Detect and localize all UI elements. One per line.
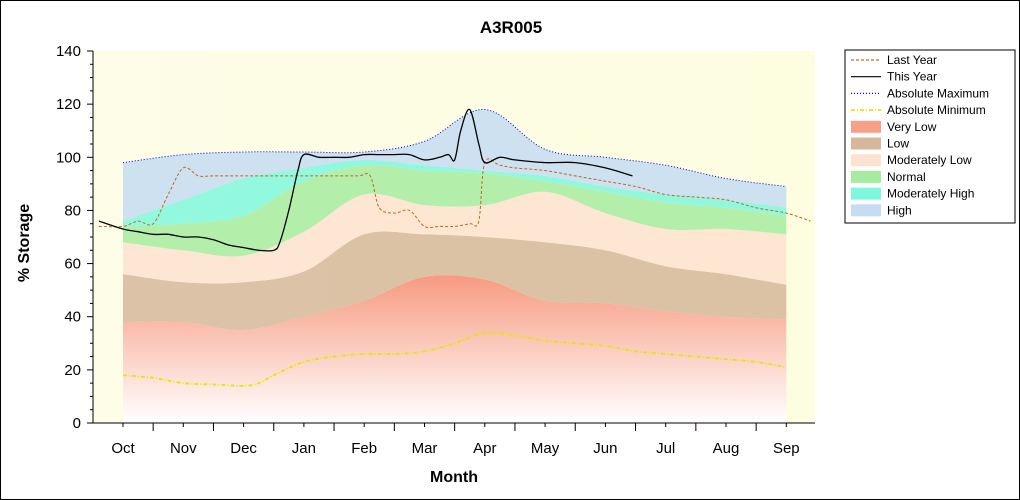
legend-entry-label: Normal [887, 170, 926, 184]
legend-color-swatch [851, 187, 881, 200]
y-tick-label: 120 [56, 96, 81, 113]
axes: 0 20 40 60 80 100 120 140 Oct Nov Dec Jan Feb Mar Apr M… [56, 43, 815, 457]
y-tick-label: 60 [64, 256, 81, 273]
band-layer [122, 108, 787, 423]
y-tick-label: 100 [56, 149, 81, 166]
x-tick-label: Apr [473, 440, 496, 457]
x-tick-label: Sep [773, 440, 800, 457]
band-area [123, 275, 787, 423]
legend-color-swatch [851, 204, 881, 217]
chart-title: A3R005 [480, 18, 542, 37]
legend-color-swatch [851, 137, 881, 150]
legend-entry-label: This Year [887, 70, 937, 84]
legend-entry-label: Very Low [887, 120, 937, 134]
x-tick-label: Dec [230, 440, 257, 457]
band-area [123, 109, 787, 222]
legend-entry-label: Last Year [887, 53, 937, 67]
legend-color-swatch [851, 170, 881, 183]
band-area [123, 159, 787, 227]
series-line [98, 108, 633, 252]
x-tick-label: Mar [412, 440, 438, 457]
y-tick-label: 40 [64, 309, 81, 326]
band-area [123, 191, 787, 285]
legend-color-swatch [851, 154, 881, 167]
x-tick-label: Jan [292, 440, 316, 457]
legend-entry-label: Absolute Minimum [887, 103, 986, 117]
band-area [123, 231, 787, 331]
y-tick-label: 0 [73, 415, 81, 432]
y-tick-label: 140 [56, 43, 81, 60]
y-axis-label: % Storage [16, 204, 33, 282]
x-tick-label: Aug [713, 440, 740, 457]
legend: Last Year This Year Absolute Maximum Absolu… [844, 49, 1016, 224]
legend-entry-label: Moderately Low [887, 153, 972, 167]
x-tick-label: Nov [170, 440, 197, 457]
x-tick-label: May [531, 440, 560, 457]
legend-color-swatch [851, 120, 881, 133]
x-tick-label: Oct [111, 440, 135, 457]
x-tick-label: Feb [351, 440, 377, 457]
x-axis-label: Month [430, 469, 478, 486]
series-line [122, 331, 787, 387]
legend-entry-label: Moderately High [887, 187, 974, 201]
series-layer [98, 108, 811, 387]
legend-entry-label: High [887, 203, 912, 217]
legend-entry-label: Absolute Maximum [887, 86, 989, 100]
legend-entry-label: Low [887, 137, 909, 151]
y-tick-label: 20 [64, 362, 81, 379]
x-tick-label: Jun [593, 440, 617, 457]
x-tick-label: Jul [656, 440, 675, 457]
series-line [98, 158, 811, 229]
band-area [123, 164, 787, 257]
y-tick-label: 80 [64, 202, 81, 219]
